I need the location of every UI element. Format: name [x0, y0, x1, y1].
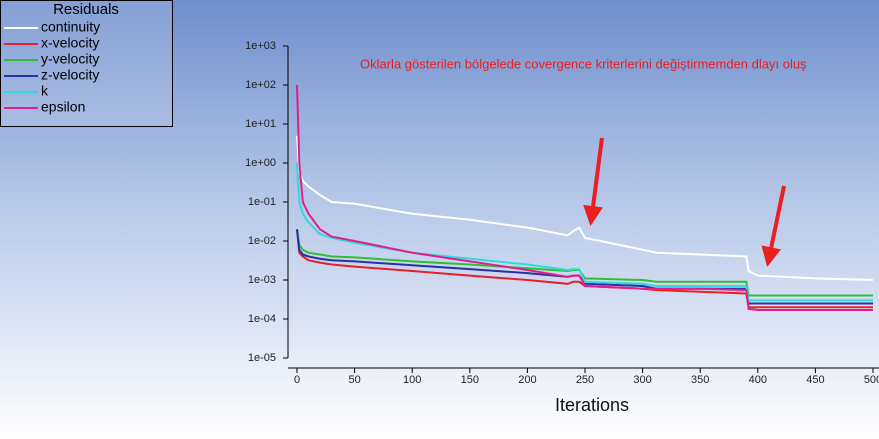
- x-tick-label: 300: [633, 374, 651, 386]
- legend-title: Residuals: [53, 1, 119, 18]
- x-axis-label: Iterations: [555, 395, 629, 415]
- x-tick-label: 100: [403, 374, 421, 386]
- legend-label: epsilon: [41, 99, 85, 115]
- x-tick-label: 450: [806, 374, 824, 386]
- legend-label: k: [41, 83, 49, 99]
- legend-label: continuity: [41, 19, 100, 35]
- y-tick-label: 1e-02: [248, 235, 276, 247]
- x-tick-label: 250: [576, 374, 594, 386]
- arrow: [583, 137, 604, 226]
- x-tick-label: 200: [518, 374, 536, 386]
- x-tick-label: 50: [348, 374, 360, 386]
- y-tick-label: 1e-05: [248, 352, 276, 364]
- x-tick-label: 500: [864, 374, 879, 386]
- y-tick-label: 1e-04: [248, 313, 276, 325]
- legend-label: x-velocity: [41, 35, 99, 51]
- y-tick-label: 1e+02: [245, 79, 276, 91]
- arrow: [761, 185, 786, 267]
- x-tick-label: 350: [691, 374, 709, 386]
- annotation: Oklarla gösterilen bölgelede covergence …: [360, 56, 807, 71]
- legend: [0, 0, 173, 127]
- series-line: [296, 84, 873, 311]
- legend-label: z-velocity: [41, 67, 99, 83]
- series-line: [296, 135, 874, 281]
- y-tick-label: 1e+03: [245, 40, 276, 52]
- y-tick-label: 1e+00: [245, 157, 276, 169]
- y-tick-label: 1e+01: [245, 118, 276, 130]
- y-tick-label: 1e-01: [248, 196, 276, 208]
- y-tick-label: 1e-03: [248, 274, 276, 286]
- legend-label: y-velocity: [41, 51, 99, 67]
- x-tick-label: 400: [749, 374, 767, 386]
- x-tick-label: 150: [461, 374, 479, 386]
- x-tick-label: 0: [294, 374, 300, 386]
